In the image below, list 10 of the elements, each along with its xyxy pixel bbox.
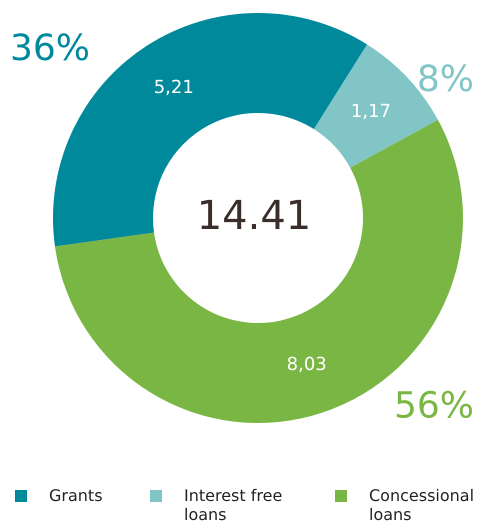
data-label: 8,03 [286, 354, 327, 376]
legend-label: Grants [49, 486, 103, 505]
legend-label: Interest free loans [184, 486, 282, 524]
legend-label: Concessional loans [369, 486, 474, 524]
data-label: 5,21 [154, 76, 194, 98]
text: 8% [416, 58, 474, 100]
text: 56% [394, 386, 474, 427]
text: 36% [10, 28, 90, 69]
data-label: 1,17 [350, 100, 391, 122]
text: 14.41 [196, 192, 312, 239]
